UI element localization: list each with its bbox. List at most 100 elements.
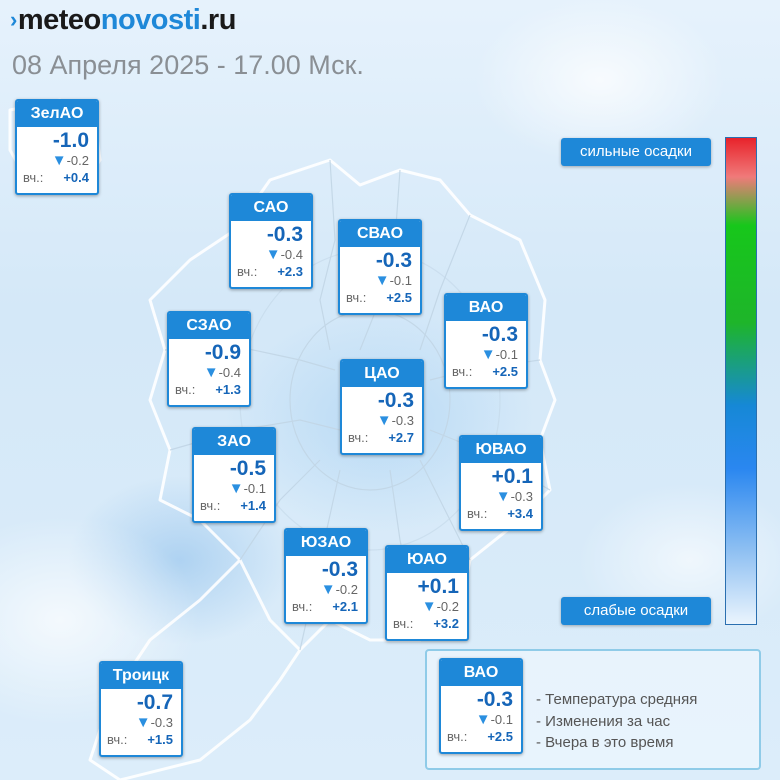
down-arrow-icon: ▼ xyxy=(265,246,281,263)
district-card-vao: ВАО -0.3 ▼-0.1 вч.: +2.5 xyxy=(444,293,528,389)
yesterday-label: вч.: xyxy=(175,382,196,397)
down-arrow-icon: ▼ xyxy=(203,364,219,381)
district-temperature: -0.3 xyxy=(321,558,358,581)
district-temperature: -0.3 xyxy=(375,249,412,272)
hourly-change: ▼-0.1 xyxy=(446,347,526,363)
hourly-change: ▼-0.1 xyxy=(441,712,521,728)
legend-sample-card: ВАО -0.3 ▼-0.1 вч.: +2.5 xyxy=(439,658,523,754)
down-arrow-icon: ▼ xyxy=(480,346,496,363)
hourly-change-value: -0.4 xyxy=(218,365,241,380)
yesterday-row: вч.: +2.1 xyxy=(286,598,366,616)
yesterday-value: +1.3 xyxy=(215,382,241,397)
district-card-troitsk: Троицк -0.7 ▼-0.3 вч.: +1.5 xyxy=(99,661,183,757)
district-temperature: -0.5 xyxy=(229,457,266,480)
district-temperature: -0.3 xyxy=(481,323,518,346)
yesterday-row: вч.: +1.3 xyxy=(169,381,249,399)
logo-text-meteo: meteo xyxy=(17,4,101,36)
yesterday-label: вч.: xyxy=(107,732,128,747)
hourly-change-value: -0.1 xyxy=(389,273,412,288)
yesterday-row: вч.: +1.5 xyxy=(101,731,181,749)
yesterday-label: вч.: xyxy=(447,729,468,744)
hourly-change: ▼-0.2 xyxy=(286,582,366,598)
down-arrow-icon: ▼ xyxy=(320,581,336,598)
hourly-change: ▼-0.2 xyxy=(387,599,467,615)
down-arrow-icon: ▼ xyxy=(475,711,491,728)
yesterday-label: вч.: xyxy=(452,364,473,379)
yesterday-value: +1.5 xyxy=(147,732,173,747)
yesterday-row: вч.: +3.2 xyxy=(387,615,467,633)
district-card-zao: ЗАО -0.5 ▼-0.1 вч.: +1.4 xyxy=(192,427,276,523)
yesterday-label: вч.: xyxy=(292,599,313,614)
yesterday-value: +2.1 xyxy=(332,599,358,614)
district-temperature: -0.3 xyxy=(266,223,303,246)
yesterday-value: +3.2 xyxy=(433,616,459,631)
legend-line-change: - Изменения за час xyxy=(536,712,671,730)
hourly-change-value: -0.1 xyxy=(490,712,513,727)
district-name: Троицк xyxy=(101,663,181,689)
yesterday-row: вч.: +3.4 xyxy=(461,505,541,523)
down-arrow-icon: ▼ xyxy=(376,412,392,429)
yesterday-label: вч.: xyxy=(346,290,367,305)
hourly-change-value: -0.4 xyxy=(280,247,303,262)
district-card-sao: САО -0.3 ▼-0.4 вч.: +2.3 xyxy=(229,193,313,289)
yesterday-value: +2.5 xyxy=(386,290,412,305)
district-name: СВАО xyxy=(340,221,420,247)
hourly-change: ▼-0.3 xyxy=(101,715,181,731)
down-arrow-icon: ▼ xyxy=(135,714,151,731)
hourly-change-value: -0.1 xyxy=(495,347,518,362)
district-name: ЮВАО xyxy=(461,437,541,463)
hourly-change-value: -0.3 xyxy=(391,413,414,428)
district-card-svao: СВАО -0.3 ▼-0.1 вч.: +2.5 xyxy=(338,219,422,315)
hourly-change-value: -0.2 xyxy=(335,582,358,597)
yesterday-label: вч.: xyxy=(348,430,369,445)
hourly-change: ▼-0.1 xyxy=(340,273,420,289)
district-name: САО xyxy=(231,195,311,221)
legend-line-yesterday: - Вчера в это время xyxy=(536,734,674,751)
hourly-change: ▼-0.4 xyxy=(231,247,311,263)
scale-label-heavy: сильные осадки xyxy=(561,138,711,166)
new-moscow-boundary xyxy=(88,558,302,780)
district-border xyxy=(239,459,321,561)
yesterday-value: +2.3 xyxy=(277,264,303,279)
hourly-change-value: -0.2 xyxy=(436,599,459,614)
district-temperature: +0.1 xyxy=(491,465,533,488)
district-card-szao: СЗАО -0.9 ▼-0.4 вч.: +1.3 xyxy=(167,311,251,407)
district-temperature: -0.9 xyxy=(204,341,241,364)
yesterday-label: вч.: xyxy=(393,616,414,631)
district-border xyxy=(319,159,336,351)
yesterday-label: вч.: xyxy=(200,498,221,513)
district-temperature: -1.0 xyxy=(52,129,89,152)
hourly-change-value: -0.1 xyxy=(243,481,266,496)
yesterday-row: вч.: +2.5 xyxy=(340,289,420,307)
district-name: ВАО xyxy=(446,295,526,321)
hourly-change: ▼-0.1 xyxy=(194,481,274,497)
district-card-zelao: ЗелАО -1.0 ▼-0.2 вч.: +0.4 xyxy=(15,99,99,195)
hourly-change: ▼-0.2 xyxy=(17,153,97,169)
district-name: ЗелАО xyxy=(17,101,97,127)
district-temperature: -0.7 xyxy=(136,691,173,714)
yesterday-value: +0.4 xyxy=(63,170,89,185)
yesterday-row: вч.: +1.4 xyxy=(194,497,274,515)
yesterday-row: вч.: +2.5 xyxy=(441,728,521,746)
down-arrow-icon: ▼ xyxy=(495,488,511,505)
down-arrow-icon: ▼ xyxy=(228,480,244,497)
yesterday-label: вч.: xyxy=(237,264,258,279)
district-temperature: -0.3 xyxy=(377,389,414,412)
date-time-title: 08 Апреля 2025 - 17.00 Мск. xyxy=(12,50,364,80)
yesterday-row: вч.: +2.3 xyxy=(231,263,311,281)
scale-label-light: слабые осадки xyxy=(561,597,711,625)
yesterday-value: +2.5 xyxy=(487,729,513,744)
hourly-change-value: -0.3 xyxy=(510,489,533,504)
hourly-change: ▼-0.4 xyxy=(169,365,249,381)
site-logo[interactable]: ›meteonovosti.ru xyxy=(10,4,236,37)
yesterday-value: +2.5 xyxy=(492,364,518,379)
legend-descriptions: - Температура средняя - Изменения за час… xyxy=(536,689,697,754)
down-arrow-icon: ▼ xyxy=(374,272,390,289)
yesterday-value: +3.4 xyxy=(507,506,533,521)
yesterday-row: вч.: +0.4 xyxy=(17,169,97,187)
yesterday-row: вч.: +2.5 xyxy=(446,363,526,381)
down-arrow-icon: ▼ xyxy=(421,598,437,615)
district-name: ЮАО xyxy=(387,547,467,573)
logo-text-domain: .ru xyxy=(200,4,236,36)
